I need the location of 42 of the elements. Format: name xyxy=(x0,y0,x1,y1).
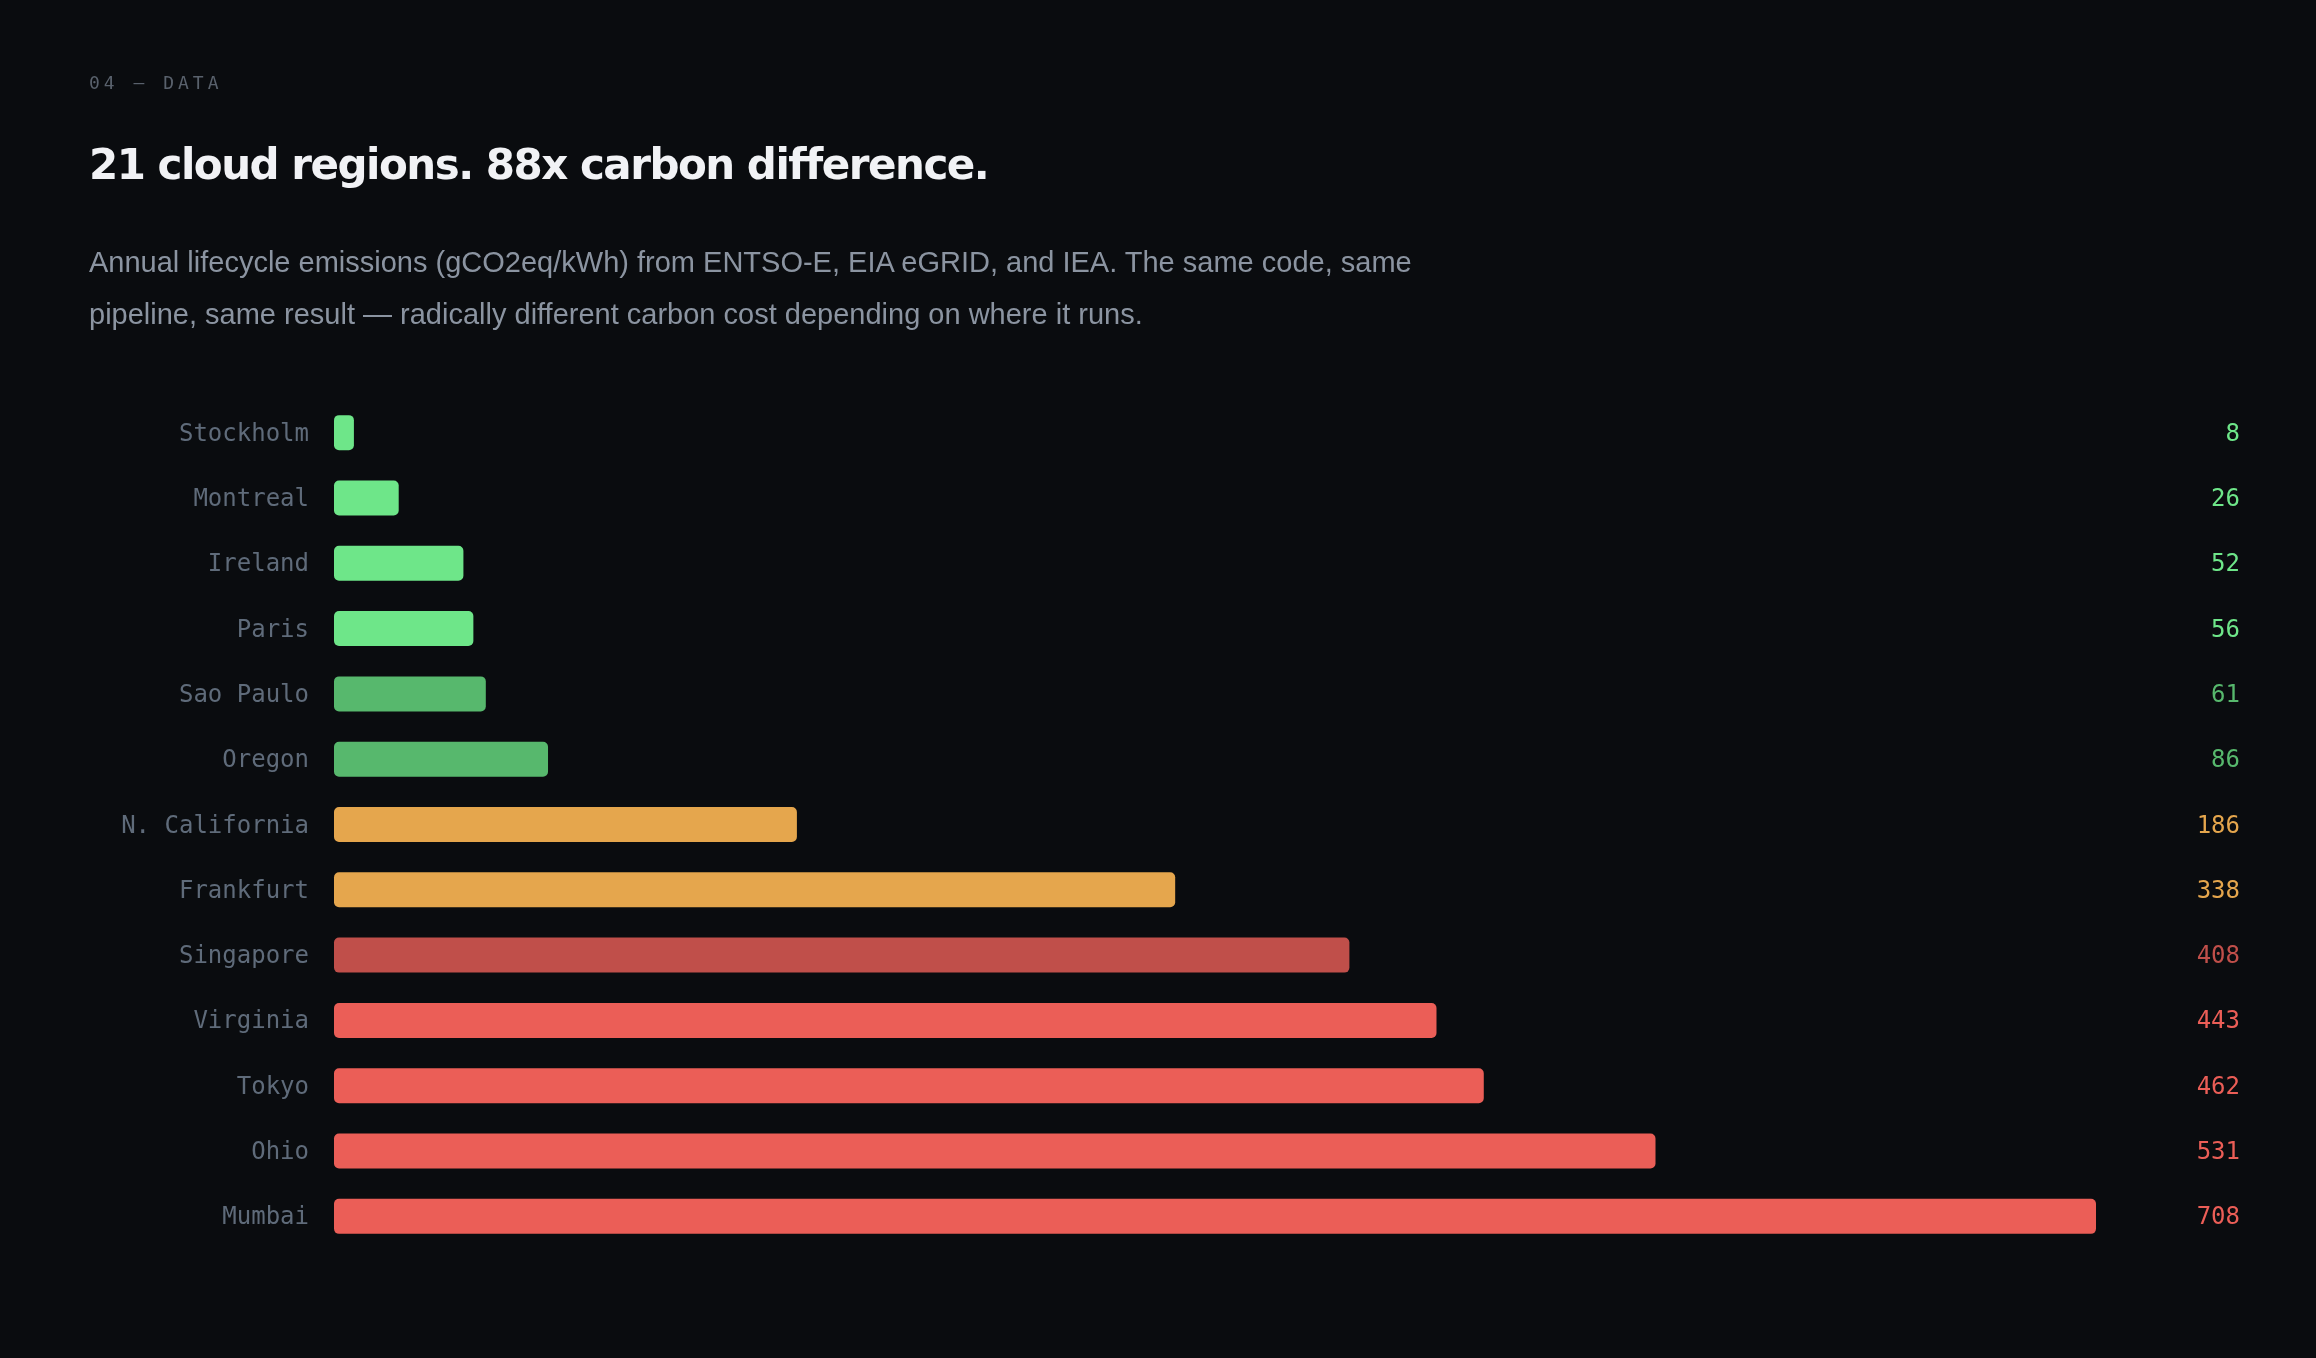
chart-title: 21 cloud regions. 88x carbon difference. xyxy=(89,140,989,189)
text: 04 — DATA xyxy=(89,72,223,93)
bar xyxy=(334,1068,1484,1104)
y-tick-label: Ohio xyxy=(251,1137,309,1166)
y-tick-label: N. California xyxy=(121,810,309,839)
y-tick-label: Sao Paulo xyxy=(178,679,309,708)
bar xyxy=(334,545,464,581)
y-tick-label: Oregon xyxy=(222,745,309,774)
bar xyxy=(334,480,399,516)
data-label: 462 xyxy=(2196,1071,2240,1100)
data-label: 443 xyxy=(2196,1006,2240,1035)
data-label: 186 xyxy=(2196,810,2240,839)
y-tick-label: Stockholm xyxy=(178,418,309,447)
bar xyxy=(334,415,354,451)
data-label: 26 xyxy=(2211,483,2240,512)
data-label: 708 xyxy=(2196,1202,2240,1231)
y-tick-label: Frankfurt xyxy=(178,875,309,904)
y-tick-label: Tokyo xyxy=(236,1071,309,1100)
y-tick-label: Montreal xyxy=(193,483,309,512)
chart-subtitle: Annual lifecycle emissions (gCO2eq/kWh) from ENTSO-E, EIA eGRID, and IEA. The same code, same pipeline, same result — radically different carbon cost depending on where it runs. xyxy=(89,245,1413,332)
bar xyxy=(334,676,486,712)
data-label: 52 xyxy=(2211,549,2240,578)
data-label: 531 xyxy=(2196,1137,2240,1166)
data-label: 56 xyxy=(2211,614,2240,643)
y-tick-label: Mumbai xyxy=(222,1202,309,1231)
bar xyxy=(334,807,797,842)
y-tick-label: Ireland xyxy=(207,549,309,578)
bar xyxy=(334,1133,1656,1169)
y-tick-label: Virginia xyxy=(193,1006,309,1035)
data-label: 338 xyxy=(2196,875,2240,904)
bar xyxy=(334,937,1350,973)
y-tick-label: Paris xyxy=(236,614,309,643)
y-tick-label: Singapore xyxy=(178,941,309,970)
bar xyxy=(334,741,549,777)
data-label: 408 xyxy=(2196,941,2240,970)
bar xyxy=(334,872,1176,908)
bar xyxy=(334,1002,1437,1038)
data-label: 86 xyxy=(2211,745,2240,774)
data-label: 8 xyxy=(2225,418,2240,447)
bar xyxy=(334,1198,2096,1234)
bar xyxy=(334,611,474,647)
data-label: 61 xyxy=(2211,679,2240,708)
